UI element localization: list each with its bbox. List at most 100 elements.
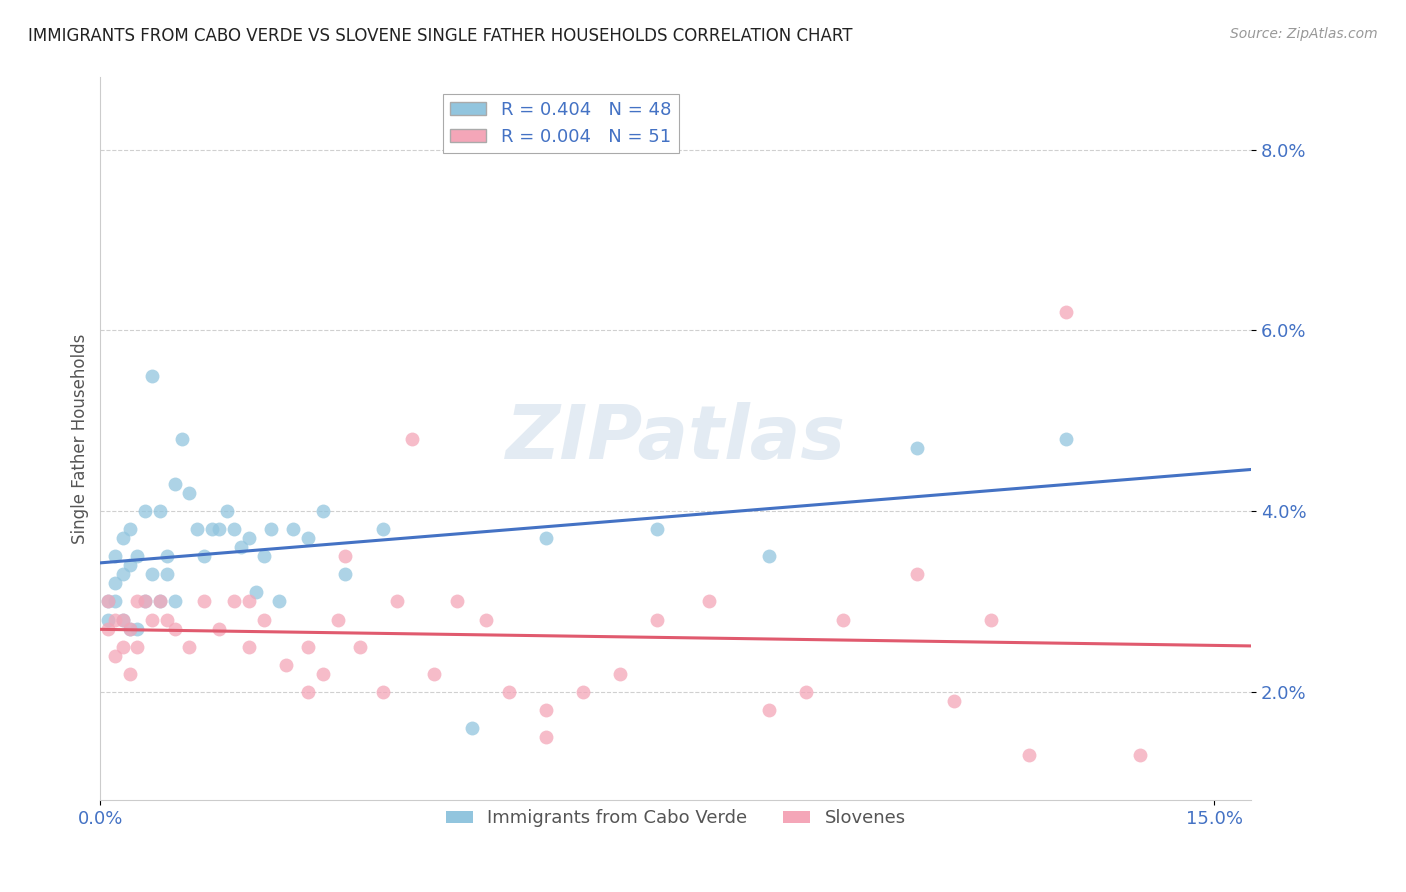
Point — [335, 549, 357, 564]
Point — [208, 522, 231, 536]
Point — [238, 594, 260, 608]
Point — [149, 504, 172, 518]
Point — [104, 594, 127, 608]
Point — [111, 567, 134, 582]
Point — [534, 531, 557, 545]
Point — [1018, 747, 1040, 762]
Point — [193, 549, 215, 564]
Point — [460, 721, 482, 735]
Point — [335, 567, 357, 582]
Point — [141, 613, 163, 627]
Point — [326, 613, 349, 627]
Point — [1054, 305, 1077, 319]
Point — [371, 522, 394, 536]
Point — [231, 541, 253, 555]
Point — [118, 522, 141, 536]
Point — [222, 522, 245, 536]
Point — [163, 594, 186, 608]
Point — [97, 594, 120, 608]
Point — [238, 531, 260, 545]
Point — [149, 594, 172, 608]
Point — [215, 504, 238, 518]
Point — [387, 594, 409, 608]
Point — [134, 594, 156, 608]
Point — [297, 531, 319, 545]
Point — [475, 613, 498, 627]
Point — [572, 685, 595, 699]
Point — [111, 640, 134, 654]
Point — [118, 622, 141, 636]
Point — [283, 522, 305, 536]
Point — [97, 613, 120, 627]
Point — [118, 558, 141, 573]
Point — [1054, 432, 1077, 446]
Point — [831, 613, 853, 627]
Point — [498, 685, 520, 699]
Text: Source: ZipAtlas.com: Source: ZipAtlas.com — [1230, 27, 1378, 41]
Point — [141, 567, 163, 582]
Point — [534, 703, 557, 717]
Point — [134, 594, 156, 608]
Point — [104, 549, 127, 564]
Point — [260, 522, 283, 536]
Point — [905, 441, 928, 455]
Point — [267, 594, 290, 608]
Point — [401, 432, 423, 446]
Point — [111, 613, 134, 627]
Point — [758, 549, 780, 564]
Point — [127, 594, 149, 608]
Point — [238, 640, 260, 654]
Point — [758, 703, 780, 717]
Point — [186, 522, 208, 536]
Point — [1129, 747, 1152, 762]
Point — [104, 613, 127, 627]
Point — [163, 622, 186, 636]
Point — [118, 622, 141, 636]
Text: ZIPatlas: ZIPatlas — [506, 402, 846, 475]
Point — [193, 594, 215, 608]
Point — [127, 549, 149, 564]
Point — [423, 666, 446, 681]
Point — [943, 694, 966, 708]
Point — [156, 613, 179, 627]
Point — [156, 549, 179, 564]
Point — [349, 640, 371, 654]
Point — [371, 685, 394, 699]
Point — [179, 640, 201, 654]
Point — [111, 531, 134, 545]
Point — [245, 585, 267, 599]
Point — [645, 613, 668, 627]
Point — [534, 730, 557, 744]
Point — [97, 622, 120, 636]
Point — [104, 576, 127, 591]
Point — [111, 613, 134, 627]
Point — [141, 368, 163, 383]
Point — [118, 666, 141, 681]
Point — [312, 666, 335, 681]
Point — [163, 477, 186, 491]
Point — [297, 685, 319, 699]
Point — [253, 613, 276, 627]
Y-axis label: Single Father Households: Single Father Households — [72, 334, 89, 544]
Point — [645, 522, 668, 536]
Point — [179, 486, 201, 500]
Text: IMMIGRANTS FROM CABO VERDE VS SLOVENE SINGLE FATHER HOUSEHOLDS CORRELATION CHART: IMMIGRANTS FROM CABO VERDE VS SLOVENE SI… — [28, 27, 852, 45]
Point — [149, 594, 172, 608]
Point — [794, 685, 817, 699]
Point — [905, 567, 928, 582]
Point — [156, 567, 179, 582]
Point — [312, 504, 335, 518]
Point — [97, 594, 120, 608]
Point — [104, 648, 127, 663]
Point — [446, 594, 468, 608]
Point — [170, 432, 193, 446]
Point — [274, 657, 297, 672]
Point — [127, 622, 149, 636]
Point — [609, 666, 631, 681]
Point — [297, 640, 319, 654]
Point — [980, 613, 1002, 627]
Point — [208, 622, 231, 636]
Point — [697, 594, 720, 608]
Point — [127, 640, 149, 654]
Point — [253, 549, 276, 564]
